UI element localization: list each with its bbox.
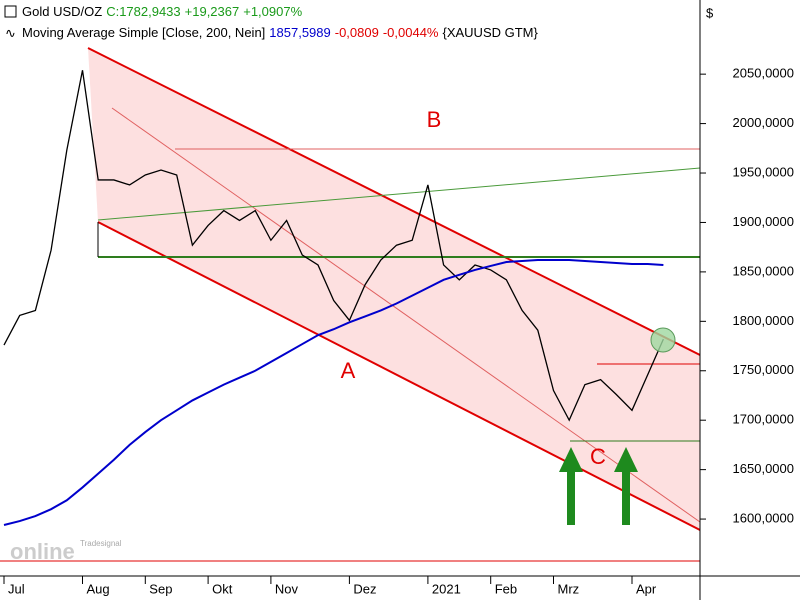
y-unit: $: [706, 5, 714, 20]
x-tick-label: Apr: [636, 581, 657, 596]
legend-item: -0,0044%: [383, 25, 439, 40]
channel-mid: [111, 107, 701, 523]
legend-text: Gold USD/OZ C:1782,9433 +19,2367 +1,0907%: [22, 4, 303, 19]
moving-average: [3, 259, 664, 526]
channel-fill: [88, 48, 700, 530]
legend-item: +19,2367: [185, 4, 240, 19]
x-tick-label: Aug: [87, 581, 110, 596]
legend-item: Gold USD/OZ: [22, 4, 102, 19]
legend-item: +1,0907%: [243, 4, 302, 19]
arrow-shaft: [567, 468, 575, 525]
legend-item: Moving Average Simple [Close, 200, Nein]: [22, 25, 265, 40]
y-tick-label: 2050,0000: [733, 66, 794, 81]
arrow-head: [559, 447, 583, 472]
y-tick-label: 1650,0000: [733, 461, 794, 476]
y-tick-label: 1750,0000: [733, 362, 794, 377]
x-tick-label: 2021: [432, 581, 461, 596]
trend-line: [97, 167, 701, 221]
annotation: A: [341, 358, 356, 383]
x-tick-label: Sep: [149, 581, 172, 596]
watermark: online: [10, 539, 75, 564]
plot: [3, 70, 664, 526]
highlight-circle: [650, 327, 676, 353]
arrow-head: [614, 447, 638, 472]
y-tick-label: 1600,0000: [733, 511, 794, 526]
legend-item: 1857,5989: [269, 25, 330, 40]
legend-item: C:1782,9433: [106, 4, 180, 19]
channel-lower: [97, 221, 701, 531]
x-tick-label: Okt: [212, 581, 233, 596]
legend: Gold USD/OZ C:1782,9433 +19,2367 +1,0907% ∿…: [4, 4, 538, 40]
x-tick-label: Feb: [495, 581, 517, 596]
x-tick-label: Nov: [275, 581, 299, 596]
x-tick-label: Dez: [353, 581, 376, 596]
arrows: [559, 447, 638, 525]
channel-upper: [87, 47, 701, 356]
legend-item: {XAUUSD GTM}: [442, 25, 538, 40]
y-tick-label: 2000,0000: [733, 115, 794, 130]
x-tick-label: Jul: [8, 581, 25, 596]
legend-item: -0,0809: [335, 25, 379, 40]
price-line: [3, 70, 664, 422]
legend-text: Moving Average Simple [Close, 200, Nein]…: [22, 25, 538, 40]
y-tick-label: 1850,0000: [733, 263, 794, 278]
y-tick-label: 1900,0000: [733, 214, 794, 229]
legend-icon: [4, 5, 17, 18]
annotation: C: [590, 444, 606, 469]
watermark: Tradesignal: [80, 539, 122, 548]
arrow-shaft: [622, 468, 630, 525]
x-tick-label: Mrz: [558, 581, 580, 596]
y-tick-label: 1800,0000: [733, 313, 794, 328]
y-tick-label: 1950,0000: [733, 164, 794, 179]
y-tick-label: 1700,0000: [733, 412, 794, 427]
annotation: B: [427, 107, 442, 132]
legend-icon: ∿: [5, 25, 16, 40]
